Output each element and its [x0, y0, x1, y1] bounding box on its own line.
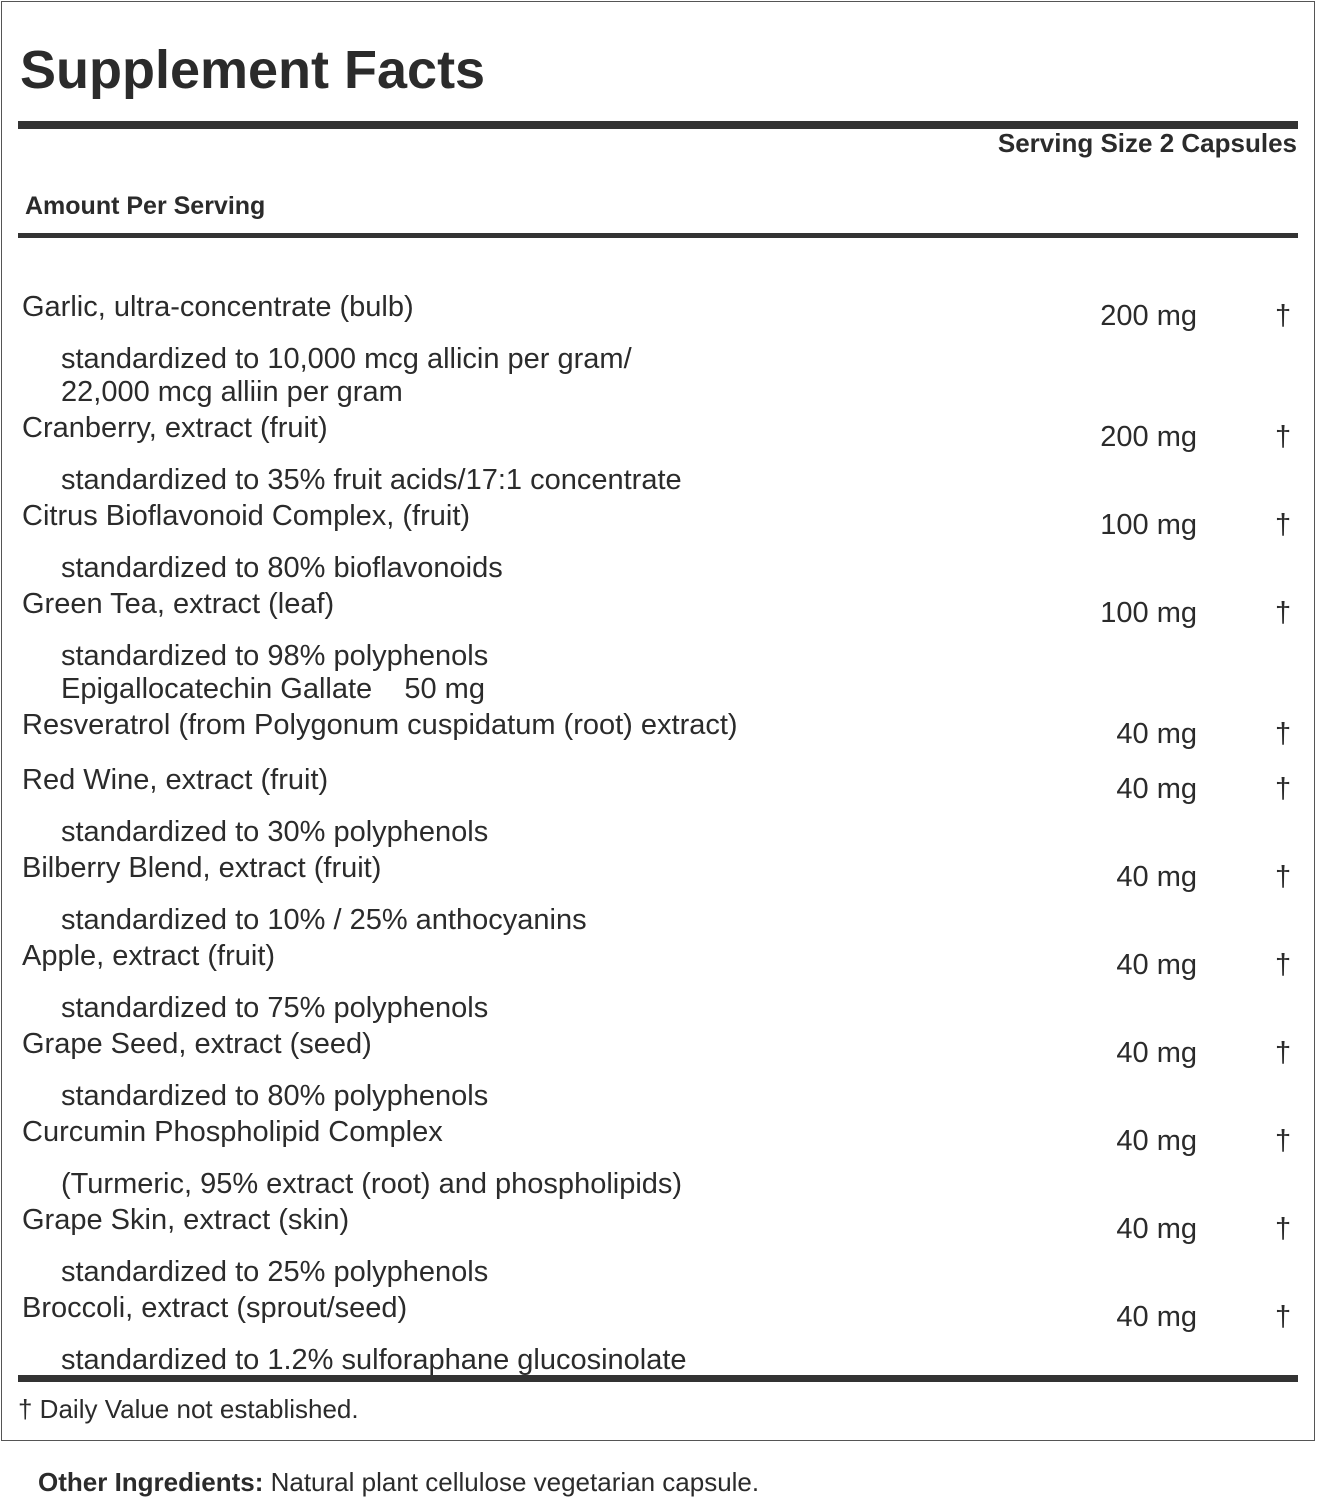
daily-value: †	[1275, 773, 1292, 805]
ingredient-amount: 40 mg	[1116, 949, 1197, 981]
daily-value: †	[1275, 1125, 1292, 1157]
ingredient-amount: 40 mg	[1116, 1301, 1197, 1333]
ingredient-note: standardized to 80% polyphenols	[61, 1080, 489, 1112]
daily-value: †	[1275, 1213, 1292, 1245]
ingredient-amount: 100 mg	[1100, 597, 1197, 629]
ingredient-name: Grape Skin, extract (skin)	[22, 1204, 350, 1236]
ingredient-note: standardized to 98% polyphenols	[61, 640, 489, 672]
ingredient-name: Green Tea, extract (leaf)	[22, 588, 335, 620]
ingredient-amount: 40 mg	[1116, 773, 1197, 805]
ingredient-amount: 200 mg	[1100, 421, 1197, 453]
ingredient-name: Apple, extract (fruit)	[22, 940, 276, 972]
title: Supplement Facts	[20, 40, 486, 100]
other-text: Natural plant cellulose vegetarian capsu…	[270, 1467, 760, 1497]
daily-value: †	[1275, 1037, 1292, 1069]
ingredient-note: standardized to 10% / 25% anthocyanins	[61, 904, 587, 936]
ingredient-amount: 40 mg	[1116, 1037, 1197, 1069]
ingredient-name: Grape Seed, extract (seed)	[22, 1028, 372, 1060]
ingredient-amount: 40 mg	[1116, 1125, 1197, 1157]
ingredient-amount: 200 mg	[1100, 300, 1197, 332]
daily-value: †	[1275, 718, 1292, 750]
ingredient-name: Resveratrol (from Polygonum cuspidatum (…	[22, 709, 738, 741]
ingredient-note: standardized to 25% polyphenols	[61, 1256, 489, 1288]
ingredient-note: 22,000 mcg alliin per gram	[61, 376, 403, 408]
ingredient-note: standardized to 75% polyphenols	[61, 992, 489, 1024]
daily-value: †	[1275, 949, 1292, 981]
ingredient-amount: 40 mg	[1116, 718, 1197, 750]
ingredient-amount: 40 mg	[1116, 1213, 1197, 1245]
daily-value: †	[1275, 509, 1292, 541]
ingredient-name: Broccoli, extract (sprout/seed)	[22, 1292, 408, 1324]
thick-rule	[18, 121, 1298, 129]
serving-size: Serving Size 2 Capsules	[997, 128, 1297, 158]
ingredient-note: Epigallocatechin Gallate 50 mg	[61, 673, 485, 705]
footnote: † Daily Value not established.	[18, 1394, 359, 1424]
ingredient-note: standardized to 10,000 mcg allicin per g…	[61, 343, 632, 375]
ingredient-note: (Turmeric, 95% extract (root) and phosph…	[61, 1168, 683, 1200]
rule	[18, 233, 1298, 238]
ingredient-name: Citrus Bioflavonoid Complex, (fruit)	[22, 500, 471, 532]
ingredient-amount: 40 mg	[1116, 861, 1197, 893]
daily-value: †	[1275, 300, 1292, 332]
daily-value: †	[1275, 1301, 1292, 1333]
ingredient-name: Curcumin Phospholipid Complex	[22, 1116, 443, 1148]
ingredient-note: standardized to 35% fruit acids/17:1 con…	[61, 464, 682, 496]
ingredient-note: standardized to 1.2% sulforaphane glucos…	[61, 1344, 687, 1376]
daily-value: †	[1275, 597, 1292, 629]
thick-rule	[18, 1375, 1298, 1382]
daily-value: †	[1275, 421, 1292, 453]
other-ingredients: Other Ingredients: Natural plant cellulo…	[38, 1465, 759, 1499]
label-box	[1, 1, 1315, 1441]
ingredient-note: standardized to 80% bioflavonoids	[61, 552, 503, 584]
ingredient-name: Bilberry Blend, extract (fruit)	[22, 852, 382, 884]
ingredient-amount: 100 mg	[1100, 509, 1197, 541]
ingredient-name: Garlic, ultra-concentrate (bulb)	[22, 291, 414, 323]
daily-value: †	[1275, 861, 1292, 893]
ingredient-note: standardized to 30% polyphenols	[61, 816, 489, 848]
ingredient-name: Red Wine, extract (fruit)	[22, 764, 329, 796]
amount-per-serving: Amount Per Serving	[25, 192, 266, 220]
ingredient-name: Cranberry, extract (fruit)	[22, 412, 328, 444]
other-label: Other Ingredients:	[38, 1467, 264, 1497]
